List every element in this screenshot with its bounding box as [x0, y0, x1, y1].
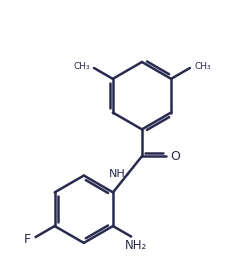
Text: O: O [170, 150, 180, 163]
Text: CH₃: CH₃ [194, 62, 211, 71]
Text: NH: NH [109, 169, 126, 179]
Text: NH₂: NH₂ [125, 239, 147, 252]
Text: F: F [24, 233, 31, 246]
Text: CH₃: CH₃ [73, 62, 90, 71]
